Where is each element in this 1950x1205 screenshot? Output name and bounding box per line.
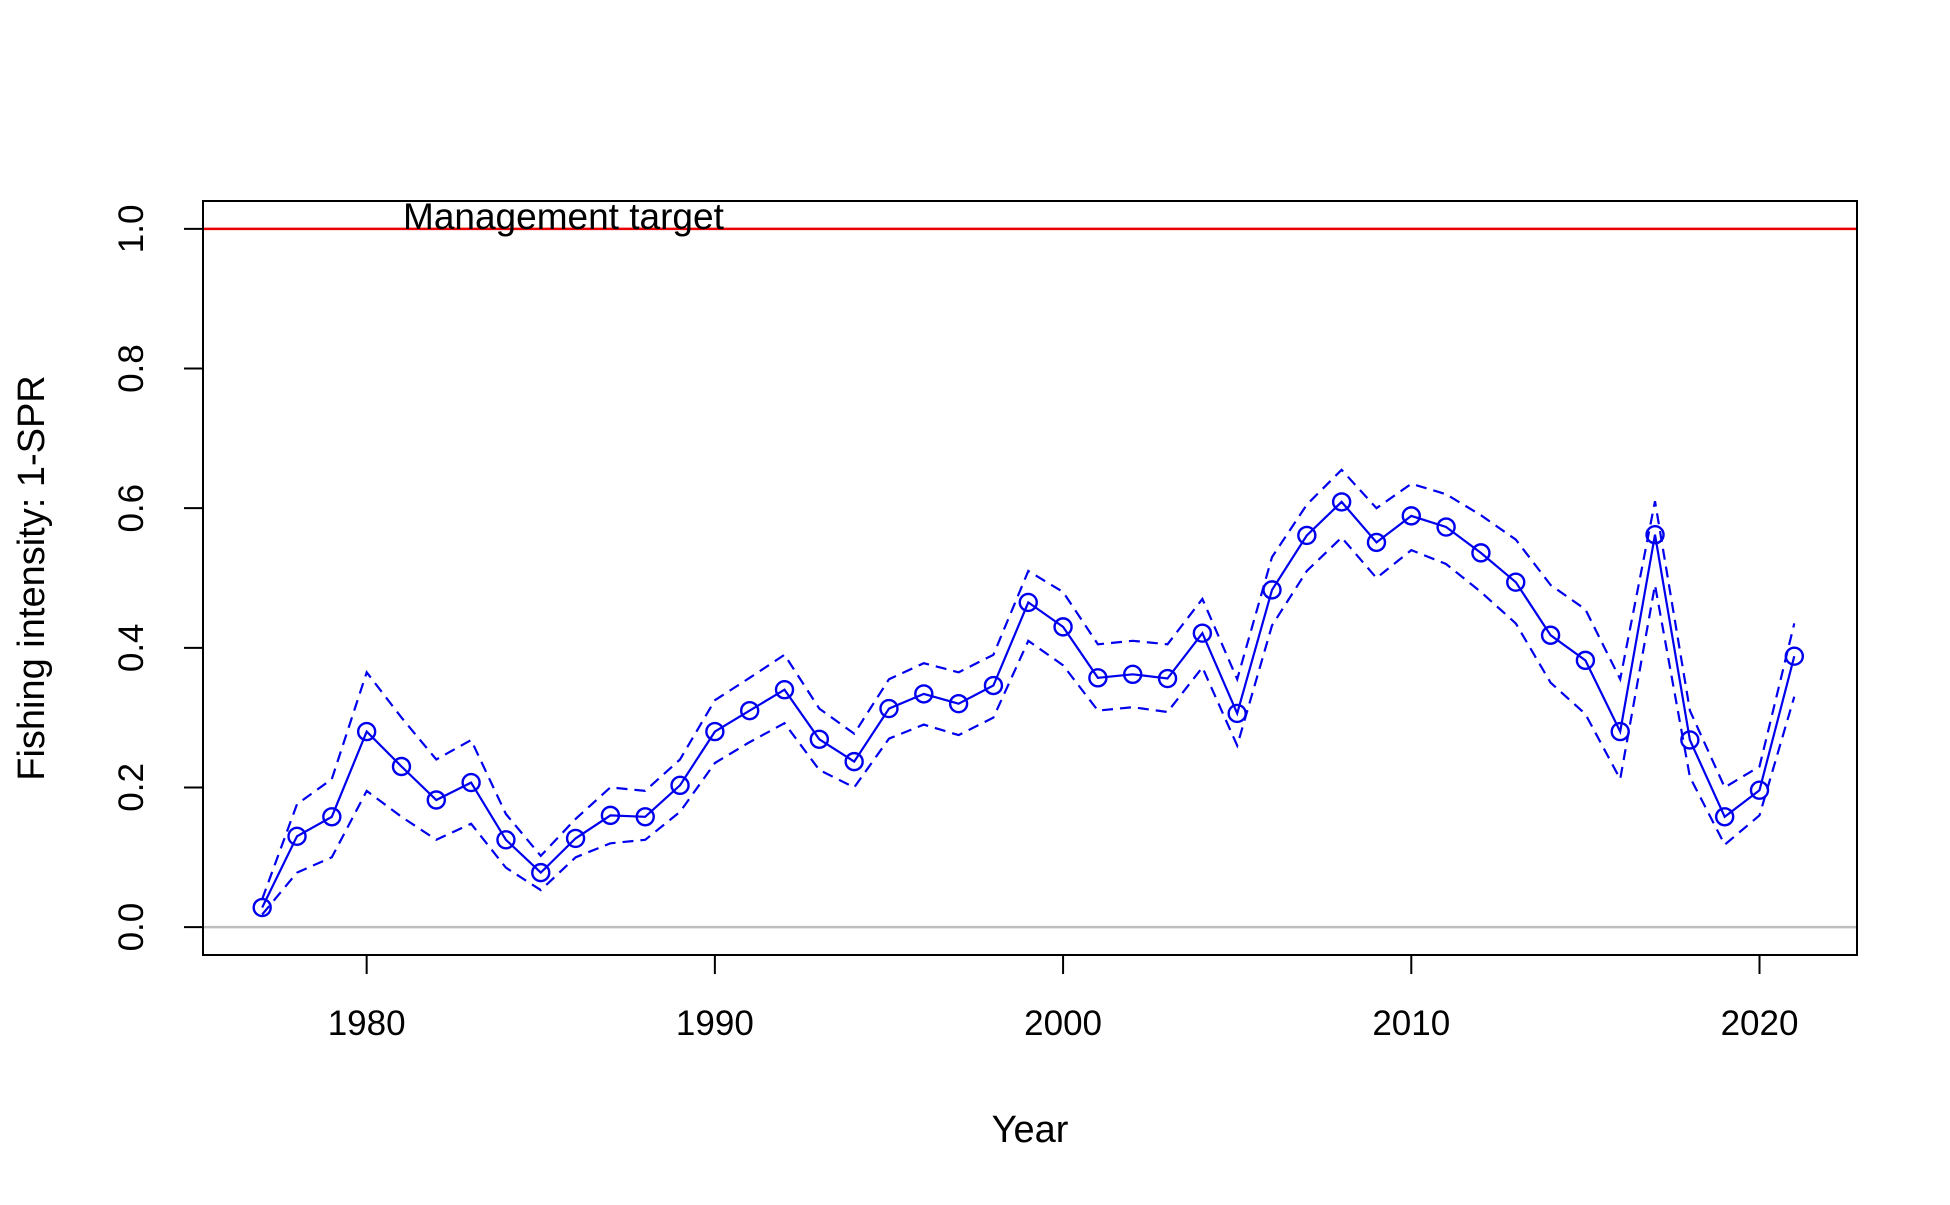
- data-point: [635, 807, 655, 827]
- data-point: [1575, 650, 1596, 671]
- axes-layer: 1980 1990 2000 2010 2020 0.0 0.2 0.4 0.6 0.8 1.0: [112, 205, 1798, 1043]
- y-tick-label: 1.0: [112, 205, 151, 254]
- data-point: [531, 862, 551, 883]
- data-point: [426, 790, 447, 810]
- x-tick-label: 2010: [1372, 1004, 1450, 1043]
- y-tick-label: 0.8: [112, 344, 151, 393]
- points-layer: [252, 492, 1805, 918]
- data-point: [705, 721, 725, 742]
- y-axis-title: Fishing intensity: 1-SPR: [11, 375, 53, 781]
- x-tick-label: 1990: [676, 1004, 754, 1043]
- data-point: [879, 698, 899, 719]
- data-point: [1784, 646, 1805, 666]
- data-point: [1645, 525, 1665, 545]
- x-tick-label: 2000: [1024, 1004, 1102, 1043]
- series-line-upper-interval: [261, 468, 1796, 900]
- x-tick-label: 2020: [1721, 1004, 1799, 1043]
- data-point: [1401, 506, 1421, 526]
- data-point: [1610, 721, 1630, 742]
- data-point: [461, 772, 481, 793]
- data-point: [1331, 492, 1352, 512]
- data-point: [1088, 668, 1108, 688]
- y-tick-label: 0.4: [112, 623, 151, 672]
- data-point: [1471, 543, 1491, 563]
- data-point: [1540, 625, 1561, 645]
- series-line-lower-interval: [261, 535, 1796, 916]
- data-point: [774, 680, 795, 700]
- data-point: [356, 721, 377, 742]
- data-point: [670, 775, 690, 796]
- data-point: [983, 675, 1004, 696]
- data-point: [739, 700, 760, 721]
- data-point: [948, 693, 969, 714]
- data-point: [1262, 580, 1282, 600]
- y-tick-label: 0.6: [112, 484, 151, 533]
- data-point: [844, 751, 864, 772]
- data-point: [391, 756, 412, 777]
- data-point: [914, 684, 934, 704]
- data-point: [287, 826, 307, 847]
- management-target-label: Management target: [403, 196, 725, 237]
- data-point: [1749, 780, 1770, 800]
- reference-lines-layer: [203, 227, 1857, 929]
- data-point: [565, 828, 586, 849]
- data-point: [1436, 517, 1456, 537]
- x-tick-label: 1980: [328, 1004, 406, 1043]
- y-tick-label: 0.2: [112, 763, 151, 812]
- data-point: [1506, 572, 1526, 592]
- series-layer: [261, 468, 1796, 916]
- data-point: [1123, 664, 1143, 685]
- series-line-estimate: [261, 500, 1796, 908]
- data-point: [1366, 532, 1387, 553]
- data-point: [322, 807, 342, 827]
- data-point: [1680, 730, 1700, 750]
- data-point: [496, 830, 516, 850]
- data-point: [1053, 617, 1073, 637]
- data-point: [1714, 807, 1735, 827]
- data-point: [1227, 703, 1247, 724]
- plot-frame: [202, 200, 1858, 956]
- data-point: [809, 729, 830, 749]
- x-axis-title: Year: [992, 1109, 1069, 1151]
- data-point: [1192, 623, 1213, 643]
- data-point: [1157, 668, 1178, 689]
- data-point: [1018, 592, 1038, 613]
- data-point: [252, 897, 272, 918]
- data-point: [1297, 525, 1317, 546]
- y-tick-label: 0.0: [112, 903, 151, 952]
- data-point: [600, 805, 621, 826]
